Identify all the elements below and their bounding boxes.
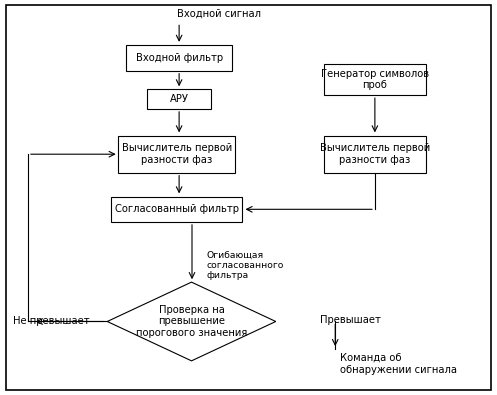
FancyBboxPatch shape (324, 135, 426, 173)
Text: Генератор символов
проб: Генератор символов проб (321, 69, 429, 90)
Text: Команда об
обнаружении сигнала: Команда об обнаружении сигнала (340, 353, 457, 374)
Text: Не превышает: Не превышает (13, 316, 90, 327)
FancyBboxPatch shape (324, 64, 426, 95)
Text: Вычислитель первой
разности фаз: Вычислитель первой разности фаз (121, 143, 232, 165)
Text: Согласованный фильтр: Согласованный фильтр (115, 204, 239, 214)
Text: Вычислитель первой
разности фаз: Вычислитель первой разности фаз (320, 143, 430, 165)
FancyBboxPatch shape (118, 135, 235, 173)
Text: АРУ: АРУ (169, 94, 189, 104)
FancyBboxPatch shape (111, 197, 243, 222)
FancyBboxPatch shape (126, 45, 233, 71)
Text: Проверка на
превышение
порогового значения: Проверка на превышение порогового значен… (136, 305, 247, 338)
Polygon shape (107, 282, 276, 361)
Text: Входной сигнал: Входной сигнал (177, 8, 261, 19)
FancyBboxPatch shape (147, 89, 211, 109)
Text: Входной фильтр: Входной фильтр (136, 53, 223, 63)
Text: Превышает: Превышает (321, 314, 381, 325)
Text: Огибающая
согласованного
фильтра: Огибающая согласованного фильтра (206, 251, 284, 280)
